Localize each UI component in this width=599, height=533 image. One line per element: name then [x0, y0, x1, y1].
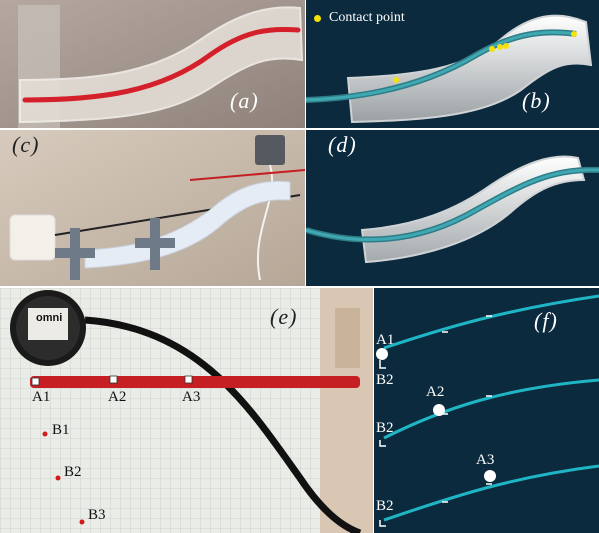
f-label-b2-1: B2	[376, 372, 394, 388]
panel-d-render	[306, 155, 599, 264]
contact-point-3	[497, 44, 503, 50]
f-label-b2-2: B2	[376, 420, 394, 436]
contact-a3	[484, 470, 496, 482]
f-label-b2-3: B2	[376, 498, 394, 514]
contact-legend-text: Contact point	[329, 10, 405, 25]
panel-b-label: (b)	[522, 88, 551, 113]
sensor-brand: omni	[36, 312, 63, 324]
label-a1: A1	[32, 389, 51, 405]
marker-b3	[79, 519, 85, 525]
red-rod	[30, 376, 360, 388]
contact-point-2	[489, 46, 495, 52]
contact-a2	[433, 404, 445, 416]
panel-b-render	[306, 14, 593, 124]
label-a3: A3	[182, 389, 201, 405]
marker-a3	[184, 375, 193, 384]
panel-f-label: (f)	[534, 308, 558, 333]
panel-f: A1 B2 A2 B2 A3 B2 (f)	[374, 288, 599, 533]
marker-b2	[55, 475, 61, 481]
label-b3: B3	[88, 507, 106, 523]
panel-a-label: (a)	[230, 88, 259, 113]
contact-dot-icon	[314, 14, 321, 22]
panel-a: (a)	[0, 0, 305, 128]
marker-a2	[109, 375, 118, 384]
panel-e-label: (e)	[270, 304, 298, 329]
label-a2: A2	[108, 389, 127, 405]
panel-c: (c)	[0, 130, 305, 286]
panel-e: omni A1 A2 A3 B1 B2 B3 (e)	[0, 288, 373, 533]
contact-point-4	[503, 43, 509, 49]
panel-d-label: (d)	[328, 132, 357, 157]
panel-c-label: (c)	[12, 132, 40, 157]
panel-a-photo	[0, 0, 305, 128]
contact-point-5	[571, 31, 577, 37]
label-b2: B2	[64, 464, 82, 480]
contact-a1	[376, 348, 388, 360]
label-b1: B1	[52, 422, 70, 438]
panel-c-photo	[0, 130, 305, 286]
panel-e-photo	[0, 288, 373, 533]
contact-point-1	[393, 77, 399, 83]
contact-legend: Contact point	[314, 10, 405, 26]
panel-b: Contact point (b)	[306, 0, 599, 128]
marker-a1	[31, 377, 40, 386]
f-label-a3: A3	[476, 452, 495, 468]
f-label-a2: A2	[426, 384, 445, 400]
f-label-a1: A1	[376, 332, 395, 348]
panel-f-render	[376, 294, 599, 527]
marker-b1	[42, 431, 48, 437]
panel-d: (d)	[306, 130, 599, 286]
